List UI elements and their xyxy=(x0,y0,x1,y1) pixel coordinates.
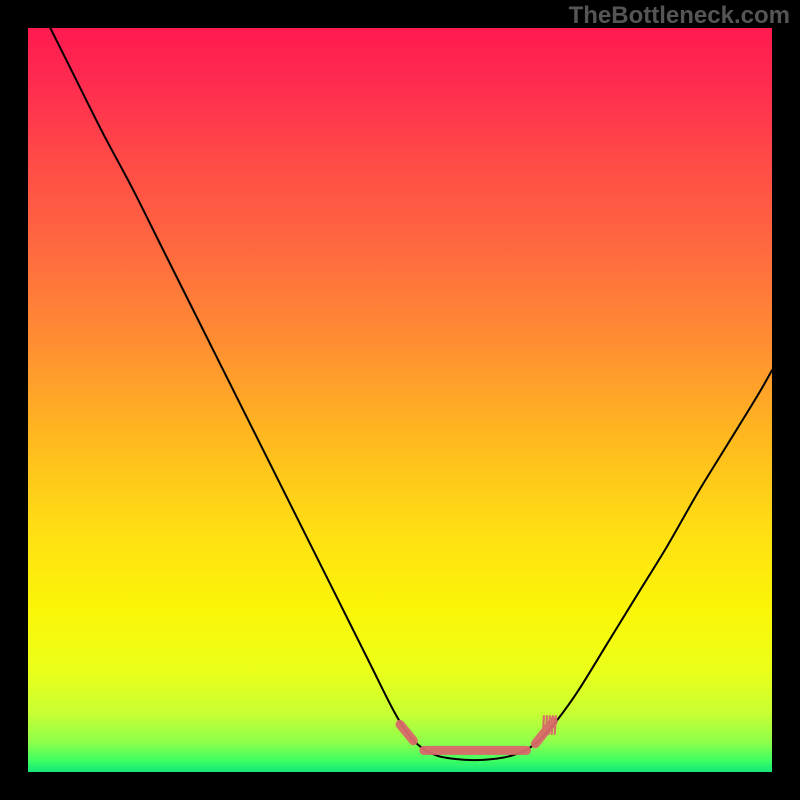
frame-right xyxy=(772,0,800,800)
frame-left xyxy=(0,0,28,800)
watermark-text: TheBottleneck.com xyxy=(569,2,790,30)
plot-area xyxy=(28,28,772,772)
chart-background xyxy=(28,28,772,772)
frame-bottom xyxy=(0,772,800,800)
plot-svg xyxy=(28,28,772,772)
